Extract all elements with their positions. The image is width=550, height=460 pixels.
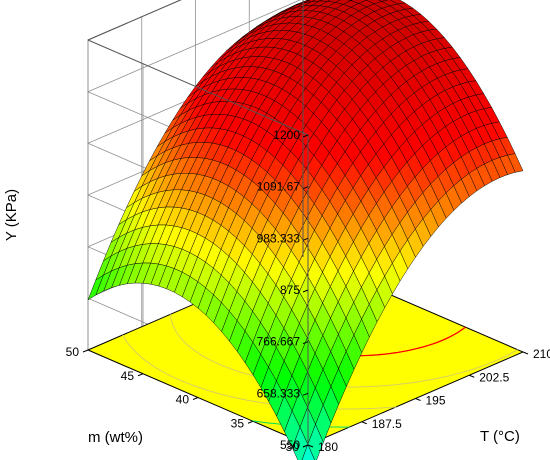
- tick-labels: 550 658.333 766.667 875 983.333 1091.67 1200 30…: [66, 128, 550, 454]
- x-tick-mark: [415, 398, 421, 401]
- x-tick-mark: [522, 351, 529, 355]
- z-tick-label: 658.333: [257, 386, 301, 400]
- x-axis-title: T (°C): [480, 428, 520, 445]
- y-tick-label: 35: [231, 416, 245, 430]
- z-tick-mark: [302, 341, 309, 345]
- y-axis-title: m (wt%): [88, 429, 143, 446]
- y-tick-mark: [137, 373, 144, 377]
- x-tick-mark: [361, 421, 367, 425]
- y-tick-mark: [192, 397, 199, 400]
- y-tick-label: 45: [121, 369, 135, 383]
- z-tick-label: 1091.67: [257, 180, 301, 194]
- z-tick-mark: [302, 392, 309, 396]
- frame-edge: [87, 0, 182, 41]
- x-tick-mark: [469, 374, 475, 378]
- z-axis-title: Y (KPa): [3, 189, 20, 241]
- z-tick-label: 766.667: [257, 335, 301, 349]
- y-tick-mark: [302, 444, 309, 448]
- y-tick-mark: [247, 420, 254, 424]
- z-tick-label: 550: [280, 438, 300, 452]
- y-tick-label: 50: [66, 345, 80, 359]
- x-tick-label: 202.5: [479, 370, 509, 384]
- y-tick-mark: [82, 349, 89, 353]
- x-tick-label: 195: [426, 394, 446, 408]
- z-tick-label: 875: [280, 283, 300, 297]
- z-tick-mark: [302, 237, 309, 241]
- z-tick-mark: [302, 134, 309, 138]
- y-tick-label: 40: [176, 393, 190, 407]
- x-tick-mark: [307, 444, 314, 448]
- x-tick-label: 180: [318, 440, 338, 454]
- z-tick-label: 983.333: [257, 231, 301, 245]
- x-tick-label: 210: [533, 347, 550, 361]
- z-tick-label: 1200: [273, 128, 300, 142]
- y-tick-label: 30: [286, 440, 300, 454]
- x-tick-label: 187.5: [372, 417, 402, 431]
- z-tick-mark: [302, 289, 309, 293]
- surface-mesh: [87, 0, 524, 460]
- z-tick-mark: [302, 186, 309, 190]
- frame-edge: [87, 39, 309, 136]
- axis-titles: Y (KPa) m (wt%) T (°C): [3, 189, 520, 446]
